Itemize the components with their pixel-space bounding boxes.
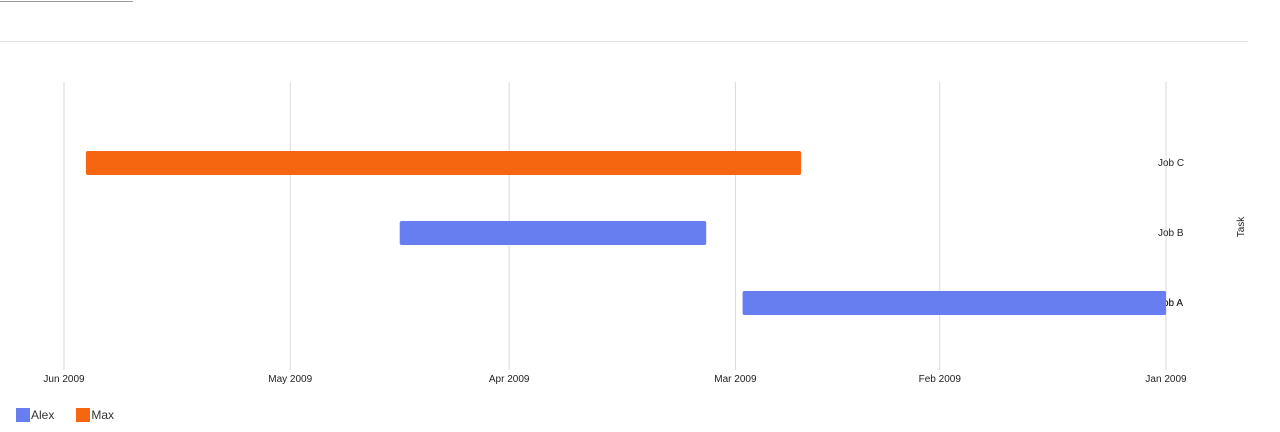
legend: Alex Max [16,408,136,422]
x-tick-label: Jun 2009 [43,374,85,385]
y-axis-title: Task [1236,216,1247,238]
x-tick-label: Feb 2009 [919,374,962,385]
task-bar-overlay [742,291,1166,315]
legend-item-alex[interactable]: Alex [16,408,54,422]
legend-item-max[interactable]: Max [76,408,114,422]
x-tick-label: May 2009 [268,374,312,385]
x-tick-label: Apr 2009 [489,374,530,385]
x-tick-label: Jan 2009 [1145,374,1187,385]
legend-swatch-max [76,408,91,422]
top-tab-underline [0,0,133,2]
legend-label-alex: Alex [31,408,55,422]
task-bar[interactable] [85,151,802,175]
legend-swatch-alex [16,408,30,422]
x-axis-ticks: Jan 2009 Feb 2009 Mar 2009 Apr 2009 May 2009… [43,374,1187,385]
header-divider [0,41,1248,42]
task-bars [85,151,1166,315]
task-bar[interactable] [399,221,707,245]
legend-label-max: Max [91,408,115,422]
task-label: Job C [1158,158,1184,169]
x-tick-label: Mar 2009 [714,374,757,385]
task-label: Job A [1158,298,1183,309]
task-label: Job B [1158,228,1184,239]
task-label-visible: Job A [1158,298,1183,309]
